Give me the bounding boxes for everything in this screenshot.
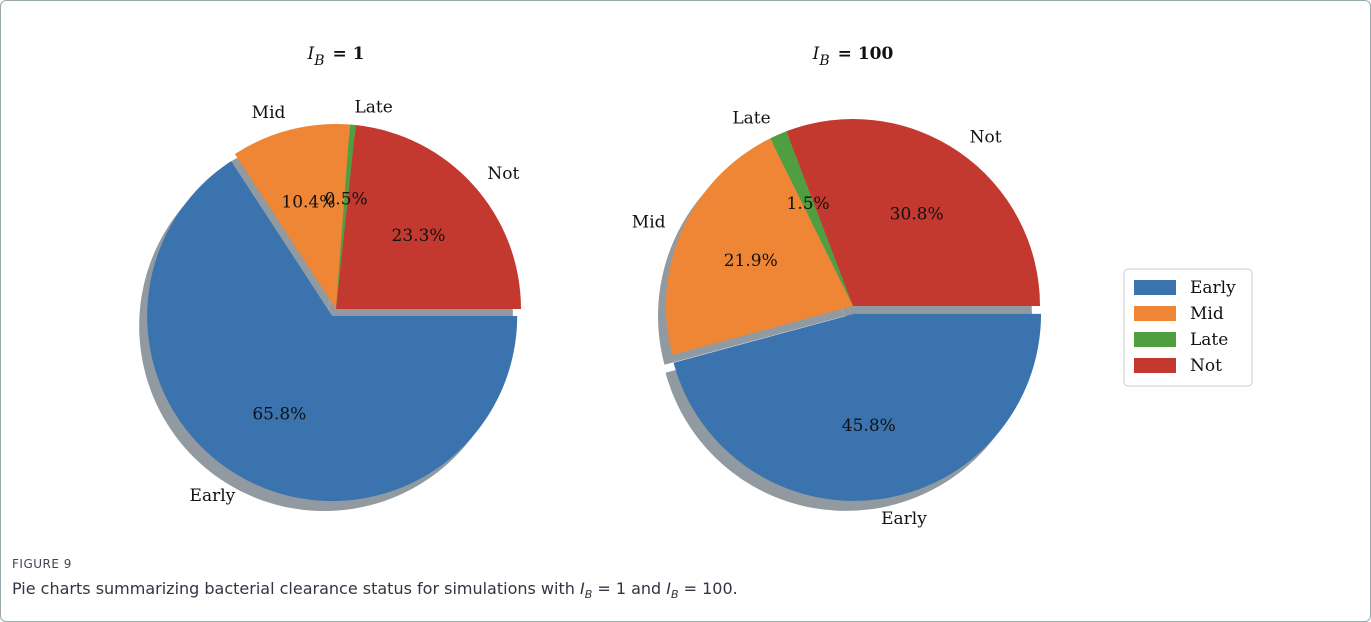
value-label: 1.5% bbox=[787, 194, 830, 214]
value-label: 45.8% bbox=[842, 416, 896, 436]
legend-label: Late bbox=[1190, 330, 1228, 350]
pie-slice bbox=[665, 138, 853, 355]
caption-part: Pie charts summarizing bacterial clearan… bbox=[12, 579, 580, 598]
legend-swatch bbox=[1134, 332, 1176, 347]
chart-title: IB = 1 bbox=[306, 44, 364, 69]
title-part: = 100 bbox=[838, 44, 894, 64]
chart-title: IB = 100 bbox=[812, 44, 894, 69]
category-label: Not bbox=[970, 128, 1002, 148]
caption-part: I bbox=[666, 579, 671, 598]
chart: IB = 165.8%Early10.4%Mid0.5%Late23.3%NotI… bbox=[139, 44, 1253, 529]
caption-part: I bbox=[579, 579, 585, 598]
legend-box bbox=[1123, 268, 1253, 387]
legend-swatch bbox=[1134, 306, 1176, 321]
value-label: 10.4% bbox=[281, 192, 335, 212]
pie-slice bbox=[147, 161, 518, 502]
value-label: 21.9% bbox=[724, 251, 778, 271]
category-label: Mid bbox=[632, 212, 666, 232]
legend-swatch bbox=[1134, 358, 1176, 373]
category-label: Not bbox=[487, 164, 519, 184]
legend-label: Early bbox=[1190, 278, 1236, 298]
caption-part: = 100. bbox=[678, 579, 738, 598]
value-label: 65.8% bbox=[252, 405, 306, 425]
category-label: Late bbox=[355, 97, 393, 117]
value-label: 23.3% bbox=[392, 226, 446, 246]
caption-part: B bbox=[584, 588, 593, 602]
pie-slice bbox=[770, 131, 853, 306]
legend-label: Not bbox=[1190, 356, 1222, 376]
legend-swatch bbox=[1134, 280, 1176, 295]
value-label: 0.5% bbox=[324, 189, 367, 209]
pie-slice bbox=[234, 124, 350, 309]
title-part: B bbox=[818, 53, 829, 69]
title-part: I bbox=[812, 44, 820, 64]
value-label: 30.8% bbox=[890, 205, 944, 225]
figure-caption: Pie charts summarizing bacterial clearan… bbox=[12, 579, 738, 601]
caption-part: B bbox=[670, 588, 679, 602]
category-label: Early bbox=[881, 509, 927, 529]
title-part: = 1 bbox=[333, 44, 365, 64]
category-label: Early bbox=[190, 486, 236, 506]
legend-label: Mid bbox=[1190, 304, 1224, 324]
caption-part: = 1 and bbox=[592, 579, 667, 598]
figure-label: FIGURE 9 bbox=[12, 557, 72, 571]
pie-slice bbox=[786, 119, 1040, 306]
category-label: Late bbox=[732, 108, 770, 128]
title-part: B bbox=[313, 53, 324, 69]
pie-slice bbox=[673, 313, 1042, 501]
pie-slice bbox=[336, 124, 356, 309]
title-part: I bbox=[306, 44, 314, 64]
pie-slice bbox=[336, 125, 521, 309]
category-label: Mid bbox=[252, 103, 286, 123]
